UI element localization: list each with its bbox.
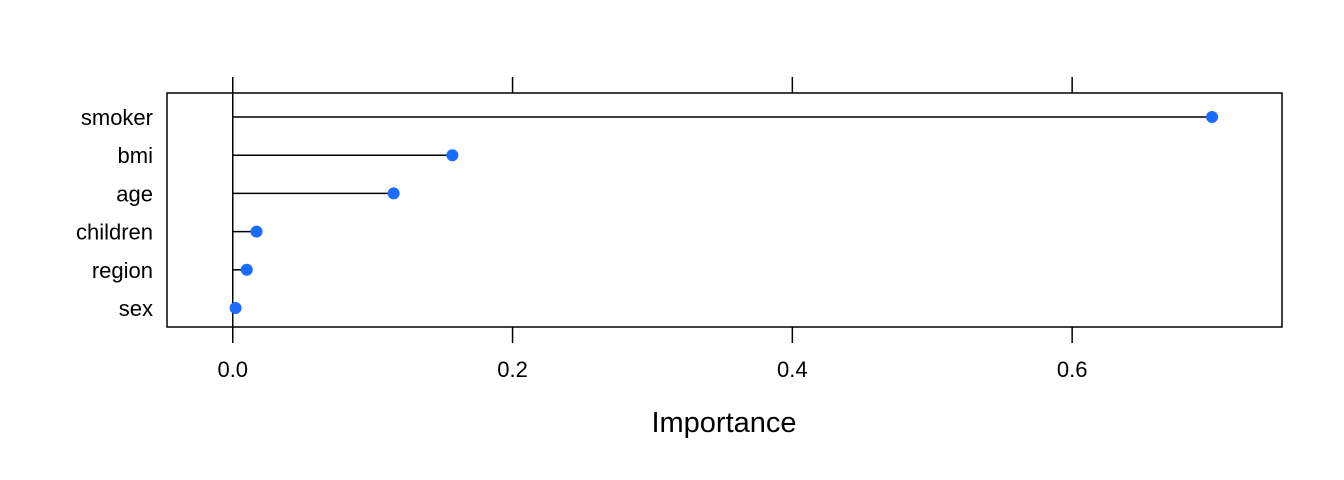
- x-tick-label: 0.4: [777, 357, 808, 382]
- category-label: bmi: [118, 143, 153, 168]
- category-label: region: [92, 258, 153, 283]
- points: [229, 111, 1219, 314]
- data-point: [387, 187, 400, 200]
- stems: [232, 116, 1213, 309]
- category-label: age: [116, 181, 153, 206]
- tick-labels: 0.0 0.2 0.4 0.6: [217, 357, 1087, 382]
- x-tick-label: 0.0: [217, 357, 248, 382]
- x-tick-label: 0.6: [1057, 357, 1088, 382]
- data-point: [1206, 111, 1219, 123]
- data-point: [229, 302, 242, 314]
- category-label: smoker: [81, 105, 153, 130]
- category-label: children: [76, 220, 153, 245]
- bottom-ticks: [232, 327, 1073, 343]
- data-point: [240, 263, 253, 276]
- category-label: sex: [119, 296, 153, 321]
- x-axis-title: Importance: [651, 407, 796, 439]
- category-labels: smoker bmi age children region sex: [76, 105, 153, 321]
- plot-frame: [166, 92, 1283, 328]
- data-point: [446, 149, 459, 162]
- data-point: [250, 225, 263, 238]
- top-ticks: [232, 77, 1073, 93]
- x-tick-label: 0.2: [497, 357, 528, 382]
